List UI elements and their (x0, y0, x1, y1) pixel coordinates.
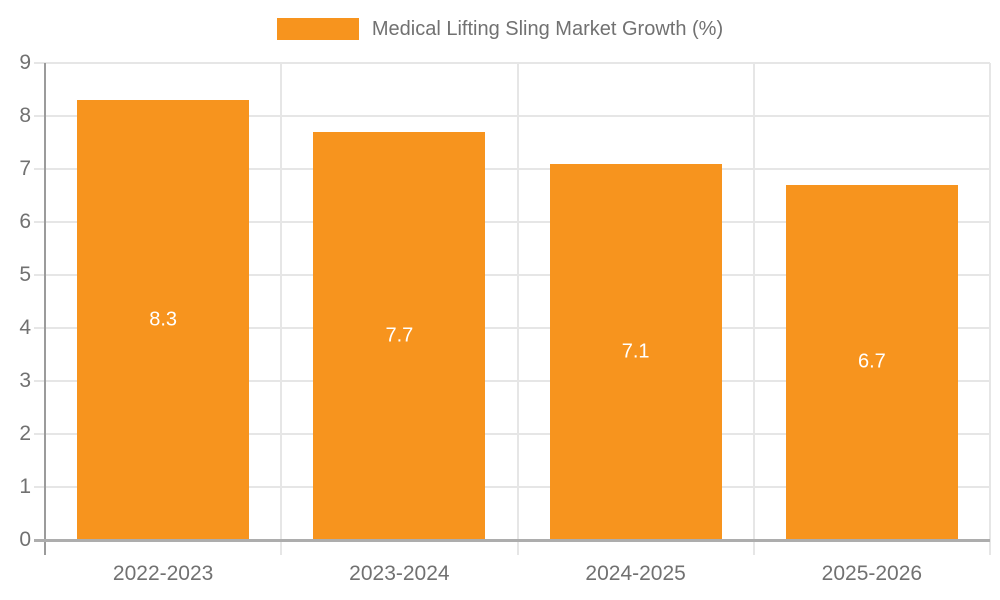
y-tick-label: 5 (19, 263, 31, 286)
y-tick-mark (34, 221, 45, 223)
bar-value-label: 6.7 (857, 350, 886, 373)
y-axis-line (44, 63, 46, 555)
bar[interactable] (785, 184, 958, 540)
y-tick-mark (34, 380, 45, 382)
y-tick-label: 4 (19, 316, 31, 339)
y-tick-mark (34, 327, 45, 329)
category-separator (516, 63, 519, 555)
y-tick-mark (34, 433, 45, 435)
y-tick-label: 9 (19, 51, 31, 74)
legend-swatch-icon (276, 18, 359, 40)
x-tick-label: 2022-2023 (112, 562, 214, 585)
bar-value-label: 8.3 (149, 308, 178, 331)
y-tick-mark (34, 168, 45, 170)
chart-legend[interactable]: Medical Lifting Sling Market Growth (%) (0, 18, 1000, 40)
y-tick-label: 3 (19, 369, 31, 392)
bar-value-label: 7.7 (385, 324, 414, 347)
y-tick-mark (34, 115, 45, 117)
y-tick-mark (34, 274, 45, 276)
x-axis-line (34, 539, 990, 542)
y-tick-label: 8 (19, 104, 31, 127)
bar-value-label: 7.1 (621, 340, 650, 363)
x-tick-label: 2024-2025 (585, 562, 686, 585)
y-tick-label: 2 (19, 422, 31, 445)
y-tick-mark (34, 62, 45, 64)
y-tick-label: 7 (19, 157, 31, 180)
y-tick-label: 1 (19, 475, 31, 498)
x-tick-label: 2023-2024 (349, 562, 450, 585)
category-separator (989, 63, 991, 555)
x-tick-label: 2025-2026 (821, 562, 923, 585)
y-tick-label: 6 (19, 210, 31, 233)
category-separator (280, 63, 283, 555)
category-separator (752, 63, 755, 555)
bar[interactable] (549, 163, 722, 540)
bar[interactable] (77, 100, 250, 540)
legend-label: Medical Lifting Sling Market Growth (%) (371, 18, 724, 40)
bar[interactable] (313, 131, 486, 540)
y-tick-label: 0 (19, 528, 31, 551)
y-tick-mark (34, 486, 45, 488)
